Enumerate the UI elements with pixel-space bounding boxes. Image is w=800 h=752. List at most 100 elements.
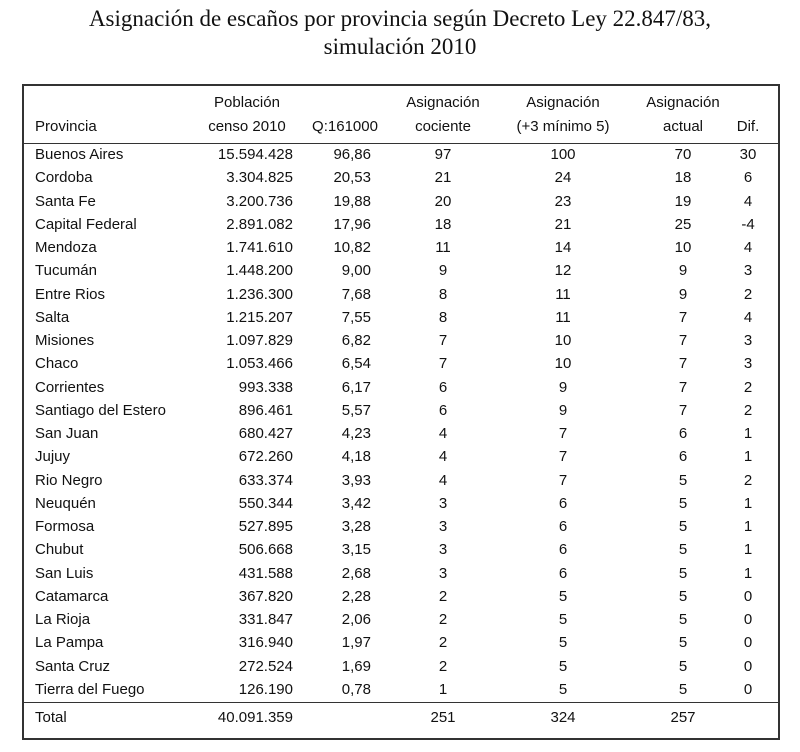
- table-cell: 1: [743, 425, 753, 442]
- column-header: cociente: [415, 118, 471, 135]
- column-header: Q:161000: [312, 118, 378, 135]
- table-cell: 9: [678, 262, 688, 280]
- table-cell: 1: [743, 448, 753, 466]
- table-cell: 3: [438, 541, 448, 559]
- table-cell: 431.588: [238, 564, 293, 582]
- table-cell: 1.741.610: [226, 239, 293, 256]
- table-cell: 21: [554, 215, 572, 233]
- table-cell: 2: [438, 634, 448, 652]
- table-cell: 2,06: [341, 611, 371, 628]
- table-cell: 6,17: [341, 378, 371, 396]
- table-cell: 7,55: [341, 308, 371, 326]
- province-name: Santiago del Estero: [35, 401, 166, 419]
- total-cell: 324: [550, 709, 576, 726]
- table-cell: 1: [438, 680, 448, 698]
- province-name: Neuquén: [35, 494, 96, 512]
- table-cell: 9: [558, 401, 568, 419]
- table-cell: 1: [743, 541, 753, 559]
- table-cell: 10: [674, 239, 692, 256]
- table-cell: 550.344: [238, 494, 293, 512]
- table-cell: 6: [678, 448, 688, 466]
- table-cell: 1: [743, 518, 753, 535]
- table-cell: 8: [438, 285, 448, 303]
- table-cell: 15.594.428: [217, 146, 293, 163]
- table-cell: 5: [678, 680, 688, 698]
- table-cell: 331.847: [238, 611, 293, 628]
- table-cell: 7: [678, 378, 688, 396]
- table-cell: 14: [554, 239, 572, 256]
- total-cell: 257: [670, 709, 696, 726]
- table-cell: 3: [743, 332, 753, 349]
- table-cell: 23: [554, 192, 572, 210]
- province-name: Chaco: [35, 355, 79, 373]
- table-cell: 0: [743, 587, 753, 605]
- table-cell: 1,97: [341, 634, 371, 652]
- table-cell: 10,82: [333, 239, 371, 256]
- province-name: Capital Federal: [35, 215, 137, 233]
- province-name: Salta: [35, 308, 70, 326]
- table-cell: 5: [558, 611, 568, 628]
- table-cell: 6: [558, 564, 568, 582]
- table-cell: 2,68: [341, 564, 371, 582]
- province-name: Corrientes: [35, 378, 105, 396]
- table-cell: 5: [558, 680, 568, 698]
- table-cell: 7: [678, 355, 688, 373]
- table-cell: 6: [558, 541, 568, 559]
- table-cell: 1.097.829: [226, 332, 293, 349]
- table-cell: 3: [438, 564, 448, 582]
- column-header: Población: [214, 94, 280, 111]
- province-name: Tucumán: [35, 262, 97, 280]
- table-cell: 6: [678, 425, 688, 442]
- table-cell: 7: [558, 425, 568, 442]
- table-cell: 5: [678, 564, 688, 582]
- table-cell: 5: [678, 634, 688, 652]
- table-cell: 367.820: [238, 587, 293, 605]
- table-cell: 5: [678, 541, 688, 559]
- table-cell: 7: [438, 355, 448, 373]
- province-name: Rio Negro: [35, 471, 103, 489]
- table-cell: 25: [674, 215, 692, 233]
- province-name: Entre Rios: [35, 285, 106, 303]
- province-name: La Rioja: [35, 611, 91, 628]
- province-name: San Juan: [35, 425, 99, 442]
- table-cell: 4: [743, 192, 753, 210]
- province-name: Misiones: [35, 332, 95, 349]
- table-cell: 18: [674, 169, 692, 187]
- table-cell: 4: [438, 448, 448, 466]
- total-rule: [24, 702, 778, 703]
- table-cell: 7: [558, 471, 568, 489]
- table-cell: 17,96: [333, 215, 371, 233]
- province-name: Santa Cruz: [35, 657, 111, 675]
- table-cell: 19,88: [333, 192, 371, 210]
- table-cell: -4: [741, 215, 755, 233]
- table-cell: 5,57: [341, 401, 371, 419]
- table-cell: 2: [438, 611, 448, 628]
- column-header: Asignación: [526, 94, 600, 111]
- table-cell: 3: [438, 518, 448, 535]
- table-cell: 7: [678, 401, 688, 419]
- table-cell: 6: [558, 494, 568, 512]
- table-cell: 100: [550, 146, 576, 163]
- table-cell: 896.461: [238, 401, 293, 419]
- title: Asignación de escaños por provincia segú…: [88, 6, 712, 31]
- province-name: Santa Fe: [35, 192, 96, 210]
- table-cell: 4,18: [341, 448, 371, 466]
- table-cell: 0,78: [341, 680, 371, 698]
- table-cell: 2.891.082: [226, 215, 293, 233]
- table-cell: 20: [434, 192, 452, 210]
- table-cell: 9: [678, 285, 688, 303]
- table-cell: 7: [558, 448, 568, 466]
- table-cell: 2: [743, 401, 753, 419]
- table-cell: 316.940: [238, 634, 293, 652]
- province-name: La Pampa: [35, 634, 104, 652]
- table-cell: 6: [438, 378, 448, 396]
- province-name: Jujuy: [35, 448, 71, 466]
- column-header: Provincia: [35, 118, 97, 135]
- table-cell: 993.338: [238, 378, 293, 396]
- table-cell: 21: [434, 169, 452, 187]
- table-cell: 1.053.466: [226, 355, 293, 373]
- province-name: Mendoza: [35, 239, 97, 256]
- table-cell: 11: [555, 308, 571, 326]
- table-cell: 527.895: [238, 518, 293, 535]
